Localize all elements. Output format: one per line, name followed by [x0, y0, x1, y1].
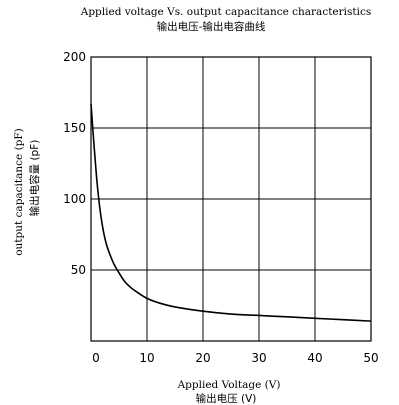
x-axis-label: Applied Voltage (V) [177, 379, 281, 391]
x-tick-label: 40 [307, 351, 322, 365]
x-tick-label: 0 [92, 351, 100, 365]
chart-subtitle: 输出电压-输出电容曲线 [157, 20, 266, 33]
y-tick-labels: 50 100 150 200 [63, 50, 86, 277]
y-axis-label-cn: 输出电容量 (pF) [28, 140, 41, 217]
y-tick-label: 50 [71, 263, 86, 277]
y-tick-label: 200 [63, 50, 86, 64]
x-tick-label: 50 [363, 351, 378, 365]
x-axis-label-cn: 输出电压 (V) [196, 392, 257, 405]
y-tick-label: 150 [63, 121, 86, 135]
x-tick-label: 20 [195, 351, 210, 365]
x-tick-label: 30 [251, 351, 266, 365]
chart-title: Applied voltage Vs. output capacitance c… [80, 6, 372, 18]
series-line [90, 103, 372, 322]
plot-area [90, 56, 372, 342]
y-tick-label: 100 [63, 192, 86, 206]
y-axis-label: output capacitance (pF) [13, 128, 25, 256]
series-layer [90, 103, 372, 322]
grid [91, 57, 371, 341]
x-tick-label: 10 [139, 351, 154, 365]
plot-frame [90, 56, 372, 342]
x-tick-labels: 0 10 20 30 40 50 [92, 351, 378, 365]
